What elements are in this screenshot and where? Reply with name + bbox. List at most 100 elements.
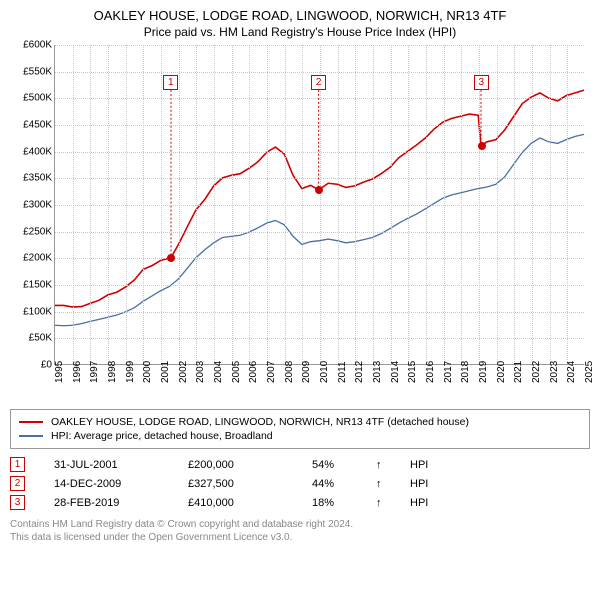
x-tick-label: 2008: [284, 361, 295, 383]
sale-price: £410,000: [188, 497, 308, 509]
y-tick-label: £50K: [29, 333, 52, 344]
sale-date: 14-DEC-2009: [54, 478, 184, 490]
sale-marker-dot: [315, 186, 323, 194]
grid-v: [267, 45, 268, 364]
grid-v: [161, 45, 162, 364]
x-tick-label: 2015: [407, 361, 418, 383]
grid-v: [302, 45, 303, 364]
grid-v: [550, 45, 551, 364]
x-tick-label: 2012: [354, 361, 365, 383]
legend: OAKLEY HOUSE, LODGE ROAD, LINGWOOD, NORW…: [10, 409, 590, 449]
legend-label: HPI: Average price, detached house, Broa…: [51, 430, 273, 442]
y-tick-label: £350K: [23, 173, 52, 184]
sale-row: 2 14-DEC-2009 £327,500 44% ↑ HPI: [10, 476, 590, 491]
grid-v: [426, 45, 427, 364]
y-axis: £0£50K£100K£150K£200K£250K£300K£350K£400…: [10, 45, 54, 365]
x-tick-label: 1996: [72, 361, 83, 383]
x-axis: 1995199619971998199920002001200220032004…: [54, 365, 584, 405]
y-tick-label: £550K: [23, 66, 52, 77]
x-tick-label: 2007: [266, 361, 277, 383]
sale-marker-box: 3: [474, 75, 489, 90]
legend-row: HPI: Average price, detached house, Broa…: [19, 430, 581, 442]
grid-v: [355, 45, 356, 364]
x-tick-label: 2016: [425, 361, 436, 383]
grid-v: [408, 45, 409, 364]
up-arrow-icon: ↑: [376, 459, 406, 471]
x-tick-label: 2004: [213, 361, 224, 383]
sale-marker-dot: [478, 142, 486, 150]
x-tick-label: 2005: [231, 361, 242, 383]
grid-v: [126, 45, 127, 364]
legend-swatch: [19, 435, 43, 437]
grid-v: [497, 45, 498, 364]
chart-area: £0£50K£100K£150K£200K£250K£300K£350K£400…: [10, 45, 590, 405]
sale-vs-label: HPI: [410, 497, 460, 509]
x-tick-label: 2000: [142, 361, 153, 383]
up-arrow-icon: ↑: [376, 497, 406, 509]
sale-price: £200,000: [188, 459, 308, 471]
sale-row: 328-FEB-2019£410,00018%↑HPI: [10, 495, 590, 510]
grid-v: [338, 45, 339, 364]
sale-index-box: 1: [10, 457, 25, 472]
grid-v: [461, 45, 462, 364]
sale-vs-label: HPI: [410, 478, 460, 490]
grid-v: [285, 45, 286, 364]
footer-line1: Contains HM Land Registry data © Crown c…: [10, 518, 590, 531]
x-tick-label: 2019: [478, 361, 489, 383]
grid-v: [232, 45, 233, 364]
sales-table: 131-JUL-2001£200,00054%↑HPI214-DEC-2009£…: [10, 457, 590, 510]
grid-v: [373, 45, 374, 364]
grid-v: [73, 45, 74, 364]
x-tick-label: 2025: [584, 361, 595, 383]
grid-v: [391, 45, 392, 364]
x-tick-label: 2013: [372, 361, 383, 383]
x-tick-label: 2024: [566, 361, 577, 383]
grid-v: [444, 45, 445, 364]
grid-v: [514, 45, 515, 364]
grid-v: [143, 45, 144, 364]
y-tick-label: £300K: [23, 200, 52, 211]
chart-container: OAKLEY HOUSE, LODGE ROAD, LINGWOOD, NORW…: [0, 0, 600, 552]
x-tick-label: 2002: [178, 361, 189, 383]
sale-index-box: 2: [10, 476, 25, 491]
y-tick-label: £500K: [23, 93, 52, 104]
y-tick-label: £250K: [23, 226, 52, 237]
x-tick-label: 2009: [301, 361, 312, 383]
x-tick-label: 2018: [460, 361, 471, 383]
x-tick-label: 2017: [443, 361, 454, 383]
sale-vs-label: HPI: [410, 459, 460, 471]
up-arrow-icon: ↑: [376, 478, 406, 490]
sale-price: £327,500: [188, 478, 308, 490]
footer-line2: This data is licensed under the Open Gov…: [10, 531, 590, 544]
x-tick-label: 2022: [531, 361, 542, 383]
sale-pct: 54%: [312, 459, 372, 471]
sale-pct: 44%: [312, 478, 372, 490]
sale-marker-dot: [167, 254, 175, 262]
x-tick-label: 2006: [248, 361, 259, 383]
grid-v: [196, 45, 197, 364]
x-tick-label: 1995: [54, 361, 65, 383]
x-tick-label: 2001: [160, 361, 171, 383]
x-tick-label: 2010: [319, 361, 330, 383]
grid-v: [532, 45, 533, 364]
y-tick-label: £0: [41, 360, 52, 371]
y-tick-label: £100K: [23, 306, 52, 317]
legend-row: OAKLEY HOUSE, LODGE ROAD, LINGWOOD, NORW…: [19, 416, 581, 428]
sale-marker-box: 1: [163, 75, 178, 90]
y-tick-label: £150K: [23, 280, 52, 291]
title-block: OAKLEY HOUSE, LODGE ROAD, LINGWOOD, NORW…: [10, 8, 590, 39]
grid-v: [320, 45, 321, 364]
grid-v: [90, 45, 91, 364]
sale-index-box: 3: [10, 495, 25, 510]
grid-v: [567, 45, 568, 364]
title-subtitle: Price paid vs. HM Land Registry's House …: [10, 25, 590, 39]
grid-v: [108, 45, 109, 364]
sale-row: 131-JUL-2001£200,00054%↑HPI: [10, 457, 590, 472]
y-tick-label: £600K: [23, 40, 52, 51]
legend-swatch: [19, 421, 43, 423]
legend-label: OAKLEY HOUSE, LODGE ROAD, LINGWOOD, NORW…: [51, 416, 469, 428]
x-tick-label: 2011: [337, 361, 348, 383]
x-tick-label: 1997: [89, 361, 100, 383]
grid-v: [179, 45, 180, 364]
x-tick-label: 2014: [390, 361, 401, 383]
